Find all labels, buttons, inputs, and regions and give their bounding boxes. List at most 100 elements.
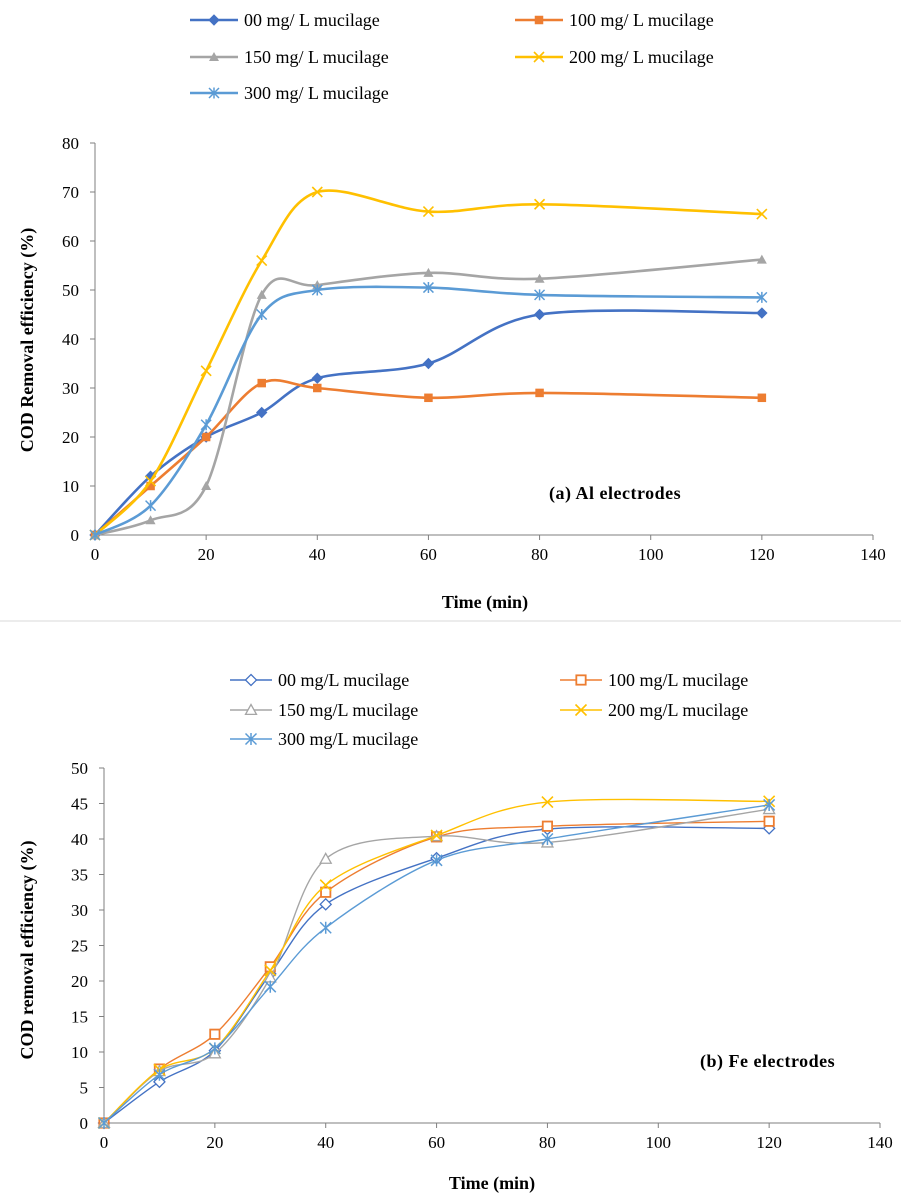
data-point — [757, 393, 767, 403]
data-point — [430, 829, 443, 842]
x-tick-label: 0 — [91, 545, 100, 564]
y-tick-label: 50 — [62, 281, 79, 300]
data-point — [763, 798, 776, 811]
legend-entry: 00 mg/L mucilage — [230, 670, 409, 690]
y-tick-label: 60 — [62, 232, 79, 251]
y-tick-label: 10 — [71, 1043, 88, 1062]
series-line — [103, 826, 770, 1124]
data-point — [153, 1075, 166, 1089]
y-tick-label: 40 — [62, 330, 79, 349]
series-line — [103, 820, 770, 1124]
chart-a-legend: 00 mg/ L mucilage 100 mg/ L mucilage 150 m… — [190, 10, 714, 103]
chart-b-y-title: COD removal efficiency (%) — [17, 840, 38, 1059]
data-point — [311, 284, 323, 296]
data-point — [422, 282, 434, 294]
data-point — [145, 515, 156, 525]
legend-entry: 150 mg/ L mucilage — [190, 47, 389, 67]
legend-label: 200 mg/ L mucilage — [569, 47, 714, 67]
legend-label: 150 mg/L mucilage — [278, 700, 418, 720]
legend-label: 150 mg/ L mucilage — [244, 47, 389, 67]
chart-a-annotation: (a) Al electrodes — [549, 483, 681, 504]
legend-entry: 00 mg/ L mucilage — [190, 10, 380, 30]
data-point — [422, 206, 434, 218]
y-tick-label: 70 — [62, 183, 79, 202]
y-tick-label: 25 — [71, 937, 88, 956]
x-tick-label: 100 — [646, 1133, 672, 1152]
legend-marker — [208, 87, 220, 99]
data-point — [541, 820, 554, 832]
y-tick-label: 0 — [71, 526, 80, 545]
y-tick-label: 20 — [71, 972, 88, 991]
data-point — [756, 208, 768, 220]
x-tick-label: 100 — [638, 545, 664, 564]
data-point — [256, 406, 268, 419]
series-5-b — [97, 798, 776, 1130]
data-point — [541, 832, 554, 846]
series-4-b — [97, 795, 776, 1130]
data-point — [423, 267, 434, 277]
legend-label: 200 mg/L mucilage — [608, 700, 748, 720]
data-point — [319, 897, 333, 911]
data-point — [424, 393, 433, 403]
data-point — [257, 378, 266, 388]
legend-label: 100 mg/L mucilage — [608, 670, 748, 690]
legend-marker — [575, 674, 587, 686]
data-point — [256, 289, 267, 299]
chart-b-annotation: (b) Fe electrodes — [700, 1051, 835, 1072]
series-5-a — [89, 282, 768, 541]
legend-entry: 300 mg/ L mucilage — [190, 83, 389, 103]
data-point — [313, 383, 322, 393]
data-point — [153, 1068, 166, 1081]
data-point — [209, 1028, 221, 1040]
data-point — [535, 388, 544, 398]
x-tick-label: 0 — [100, 1133, 109, 1152]
y-tick-label: 50 — [71, 759, 88, 778]
data-point — [534, 289, 546, 301]
y-tick-label: 45 — [71, 795, 88, 814]
data-point — [422, 357, 435, 370]
x-tick-label: 140 — [860, 545, 886, 564]
x-tick-label: 80 — [539, 1133, 556, 1152]
chart-b-plot: 0 20 40 60 80 100 120 140 0 5 10 15 20 25 30 35 40 45 50 — [71, 759, 893, 1152]
x-tick-label: 120 — [749, 545, 775, 564]
series-line — [94, 258, 763, 537]
data-point — [200, 419, 212, 431]
data-point — [146, 481, 155, 491]
legend-label: 00 mg/L mucilage — [278, 670, 409, 690]
series-3-a — [90, 254, 767, 539]
data-point — [756, 254, 767, 264]
y-tick-label: 80 — [62, 134, 79, 153]
legend-marker — [244, 703, 258, 716]
data-point — [145, 500, 157, 512]
data-point — [201, 432, 211, 442]
legend-entry: 300 mg/L mucilage — [230, 729, 418, 749]
legend-marker — [208, 14, 220, 26]
series-line — [103, 798, 770, 1124]
x-tick-label: 40 — [317, 1133, 334, 1152]
y-tick-label: 0 — [80, 1114, 89, 1133]
legend-marker — [533, 51, 545, 63]
legend-entry: 150 mg/L mucilage — [230, 700, 418, 720]
x-tick-label: 60 — [428, 1133, 445, 1152]
y-tick-label: 35 — [71, 866, 88, 885]
data-point — [264, 980, 277, 993]
chart-a-y-title: COD Removal efficiency (%) — [17, 228, 38, 452]
chart-b: 00 mg/L mucilage 100 mg/L mucilage 150 mg/… — [17, 670, 893, 1194]
data-point — [97, 1116, 111, 1130]
chart-b-legend: 00 mg/L mucilage 100 mg/L mucilage 150 mg/… — [230, 670, 748, 749]
data-point — [319, 879, 332, 892]
legend-marker — [209, 52, 219, 61]
y-tick-label: 15 — [71, 1008, 88, 1027]
chart-a-plot: 0 20 40 60 80 100 120 140 0 10 20 30 40 50 60 70 80 — [62, 134, 886, 564]
series-line — [94, 378, 762, 536]
data-point — [534, 273, 545, 283]
y-tick-label: 30 — [71, 901, 88, 920]
data-point — [89, 529, 101, 541]
series-line — [94, 285, 762, 537]
x-tick-label: 120 — [756, 1133, 782, 1152]
y-tick-label: 10 — [62, 477, 79, 496]
legend-label: 300 mg/L mucilage — [278, 729, 418, 749]
legend-marker — [534, 15, 544, 25]
y-tick-label: 20 — [62, 428, 79, 447]
data-point — [533, 308, 546, 321]
